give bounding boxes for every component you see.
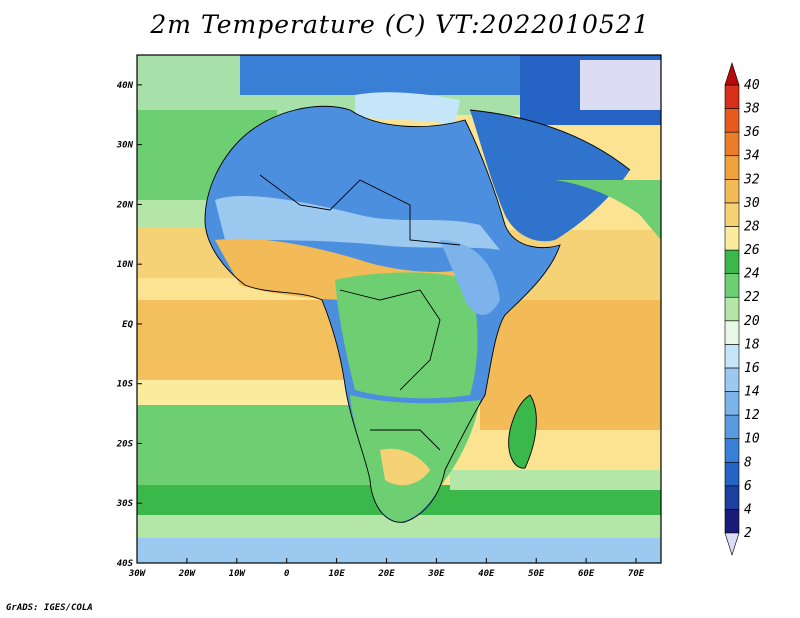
- colorbar-label: 20: [744, 314, 760, 329]
- lat-tick-label: EQ: [122, 320, 133, 330]
- colorbar-swatch: [724, 273, 740, 298]
- plot-frame: [136, 54, 662, 564]
- colorbar-swatch: [724, 414, 740, 439]
- colorbar-swatch: [724, 108, 740, 133]
- colorbar-bottom-arrow: [724, 532, 740, 556]
- colorbar-label: 12: [744, 408, 760, 423]
- lat-tick-label: 30S: [116, 499, 134, 509]
- lat-tick-label: 30N: [116, 141, 134, 151]
- colorbar-label: 36: [743, 125, 760, 140]
- colorbar-swatch: [724, 249, 740, 274]
- temperature-field: [137, 55, 661, 563]
- lon-tick-label: 10E: [328, 569, 345, 579]
- lon-tick-label: 0: [284, 569, 290, 579]
- colorbar-label: 4: [744, 502, 752, 517]
- colorbar-label: 6: [744, 479, 752, 494]
- colorbar-label: 2: [744, 526, 752, 541]
- coastlines: [204, 105, 631, 523]
- colorbar-label: 22: [744, 290, 760, 305]
- grads-credit: GrADS: IGES/COLA: [6, 603, 93, 613]
- longitude-axis: 30W 20W 10W 0 10E 20E 30E 40E 50E 60E 70E: [128, 558, 645, 579]
- lon-tick-label: 20W: [178, 569, 197, 579]
- chart-title: 2m Temperature (C) VT:2022010521: [150, 10, 650, 39]
- colorbar-label: 34: [743, 149, 760, 164]
- colorbar-label: 28: [744, 219, 760, 234]
- lon-tick-label: 70E: [628, 569, 645, 579]
- colorbar-label: 14: [744, 385, 760, 400]
- colorbar-swatch: [724, 320, 740, 345]
- lon-tick-label: 30W: [128, 569, 147, 579]
- colorbar-swatch: [724, 485, 740, 510]
- colorbar-label: 40: [744, 78, 760, 93]
- colorbar-label: 18: [744, 337, 760, 352]
- colorbar-swatch: [724, 131, 740, 157]
- lat-tick-label: 40S: [117, 559, 134, 569]
- lat-tick-label: 10N: [117, 260, 134, 270]
- colorbar-label: 10: [744, 432, 760, 447]
- lon-tick-label: 40E: [478, 569, 495, 579]
- colorbar-label: 8: [744, 455, 752, 470]
- colorbar-swatch: [724, 226, 740, 251]
- lon-tick-label: 30E: [427, 569, 445, 579]
- colorbar-swatch: [724, 179, 740, 204]
- lat-tick-label: 10S: [117, 380, 134, 390]
- colorbar-swatch: [724, 367, 740, 392]
- lat-tick-label: 40N: [117, 81, 134, 91]
- colorbar-swatch: [724, 509, 740, 534]
- colorbar-swatch: [724, 296, 740, 322]
- map-plot: 30W 20W 10W 0 10E 20E 30E 40E 50E 60E 70E 40N 30N 20…: [116, 54, 760, 579]
- colorbar-swatch: [724, 155, 740, 180]
- colorbar-label: 26: [744, 243, 760, 258]
- colorbar-label: 38: [743, 102, 760, 117]
- lat-tick-label: 20N: [116, 200, 134, 210]
- colorbar-swatch: [724, 84, 740, 109]
- colorbar-swatch: [724, 461, 740, 487]
- colorbar-label: 32: [743, 172, 760, 187]
- lon-tick-label: 10W: [229, 569, 247, 579]
- lon-tick-label: 20E: [377, 569, 395, 579]
- lon-tick-label: 50E: [528, 569, 545, 579]
- colorbar-swatch: [724, 438, 740, 463]
- latitude-axis: 40N 30N 20N 10N EQ 10S 20S 30S 40S: [116, 81, 142, 569]
- lat-tick-label: 20S: [116, 439, 134, 449]
- colorbar-swatch: [724, 202, 740, 227]
- lon-tick-label: 60E: [578, 569, 595, 579]
- arabia-landmass: [470, 110, 630, 242]
- colorbar-top-arrow: [724, 62, 740, 86]
- colorbar-label: 16: [744, 361, 760, 376]
- colorbar-swatch: [724, 391, 740, 416]
- colorbar-label: 30: [743, 196, 760, 211]
- colorbar-label: 24: [744, 267, 760, 282]
- colorbar-swatch: [724, 344, 740, 369]
